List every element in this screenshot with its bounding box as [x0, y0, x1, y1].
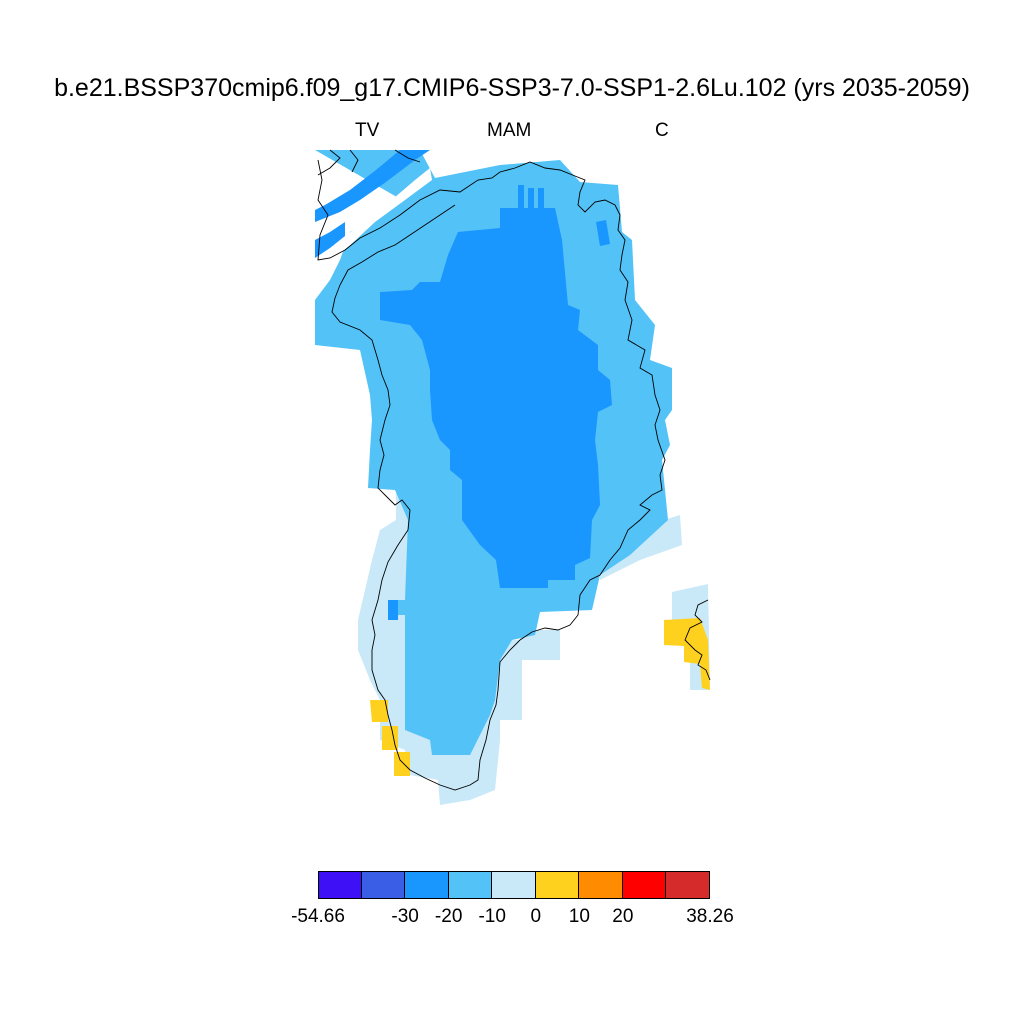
- region-light-negative-east: [600, 515, 682, 580]
- region-deep-negative: [380, 208, 612, 588]
- subtitle-right: C: [655, 120, 669, 141]
- colorbar-box: [361, 871, 406, 899]
- colorbar-box: [492, 871, 536, 899]
- colorbar-box: [666, 871, 710, 899]
- region-positive-sw: [370, 700, 410, 776]
- colorbar-tick-label: -54.66: [291, 906, 345, 927]
- colorbar-tick-label: 0: [530, 906, 542, 927]
- colorbar-box: [318, 871, 362, 899]
- colorbar-box: [622, 871, 667, 899]
- colorbar-tick-label: -20: [434, 906, 463, 927]
- colorbar-tick-label: 20: [612, 906, 634, 927]
- colorbar-box: [535, 871, 580, 899]
- coastline-island-east: [684, 599, 711, 681]
- coastline-main: [317, 159, 666, 791]
- colorbar-tick-label: 10: [568, 906, 590, 927]
- plot-title: b.e21.BSSP370cmip6.f09_g17.CMIP6-SSP3-7.…: [54, 74, 970, 102]
- subtitle-left: TV: [355, 120, 380, 141]
- colorbar-box: [579, 871, 623, 899]
- colorbar-tick-label: 38.26: [686, 906, 734, 927]
- nw-fjord-gap: [315, 168, 432, 272]
- colorbar-tick-label: -10: [478, 906, 506, 927]
- coastline-nw: [317, 149, 421, 176]
- nw-deep-strip-2: [315, 222, 345, 258]
- colorbar-box: [405, 871, 449, 899]
- nw-deep-strip-1: [315, 150, 430, 222]
- colorbar-box: [448, 871, 493, 899]
- subtitle-center: MAM: [487, 120, 532, 141]
- region-positive-east: [664, 618, 710, 690]
- colorbar-tick-label: -30: [391, 906, 419, 927]
